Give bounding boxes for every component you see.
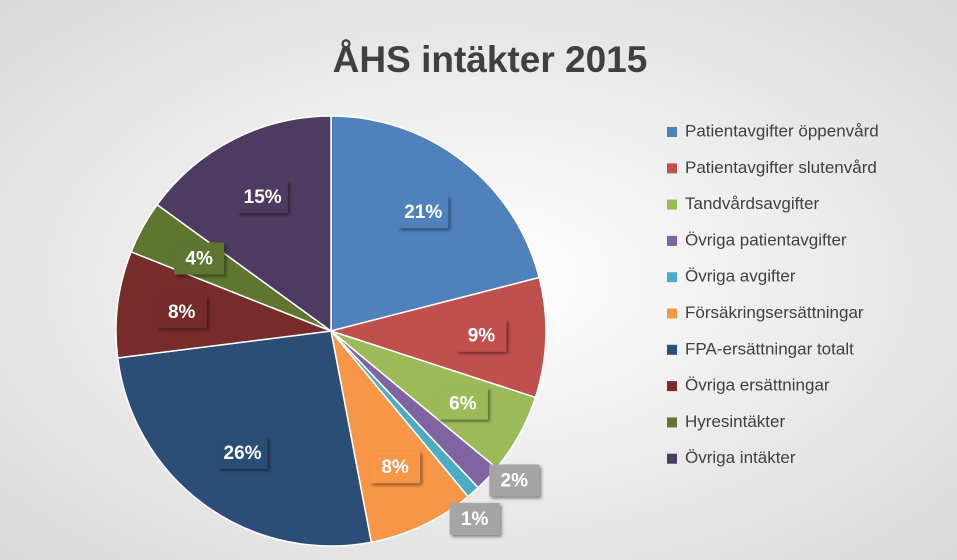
pie-slice bbox=[328, 276, 547, 399]
legend-label: Hyresintäkter bbox=[685, 412, 785, 431]
pie-slice bbox=[156, 115, 332, 333]
data-label-box bbox=[437, 387, 488, 420]
legend-label: Tandvårdsavgifter bbox=[685, 194, 820, 213]
legend-label: Patientavgifter öppenvård bbox=[685, 121, 879, 140]
data-label: 9% bbox=[468, 326, 496, 347]
legend-label: Övriga avgifter bbox=[685, 267, 796, 286]
chart-title: ÅHS intäkter 2015 bbox=[333, 39, 648, 80]
legend-swatch bbox=[667, 199, 677, 210]
data-label-box bbox=[217, 436, 268, 469]
data-label-box bbox=[156, 296, 207, 329]
data-label: 1% bbox=[461, 509, 489, 530]
legend-swatch bbox=[667, 381, 677, 392]
legend-label: Övriga patientavgifter bbox=[685, 230, 847, 249]
data-label-box bbox=[456, 319, 507, 352]
data-label: 21% bbox=[404, 202, 442, 223]
legend-swatch bbox=[667, 453, 677, 464]
data-label: 15% bbox=[244, 187, 282, 208]
legend-swatch bbox=[667, 417, 677, 428]
data-label-box bbox=[370, 451, 421, 484]
legend-label: Patientavgifter slutenvård bbox=[685, 158, 877, 177]
legend-label: FPA-ersättningar totalt bbox=[685, 339, 854, 358]
legend-swatch bbox=[667, 235, 677, 246]
data-label: 4% bbox=[185, 249, 213, 270]
legend-swatch bbox=[667, 127, 677, 137]
data-label: 26% bbox=[224, 443, 262, 464]
data-label-box bbox=[489, 464, 540, 497]
legend-swatch bbox=[667, 308, 677, 319]
data-label-box bbox=[398, 196, 449, 229]
data-label: 8% bbox=[381, 457, 409, 478]
data-label: 2% bbox=[501, 470, 529, 491]
data-label: 8% bbox=[168, 302, 196, 323]
data-label-box bbox=[237, 180, 288, 213]
legend-swatch bbox=[667, 163, 677, 174]
legend-swatch bbox=[667, 272, 677, 283]
data-label-box bbox=[449, 502, 500, 535]
pie-slice bbox=[330, 330, 470, 544]
pie-slice bbox=[115, 250, 332, 359]
data-label: 6% bbox=[449, 394, 477, 415]
legend-swatch bbox=[667, 344, 677, 355]
data-label-box bbox=[174, 242, 225, 275]
legend-label: Försäkringsersättningar bbox=[685, 303, 864, 322]
legend-label: Övriga intäkter bbox=[685, 448, 796, 467]
legend-label: Övriga ersättningar bbox=[685, 376, 830, 395]
